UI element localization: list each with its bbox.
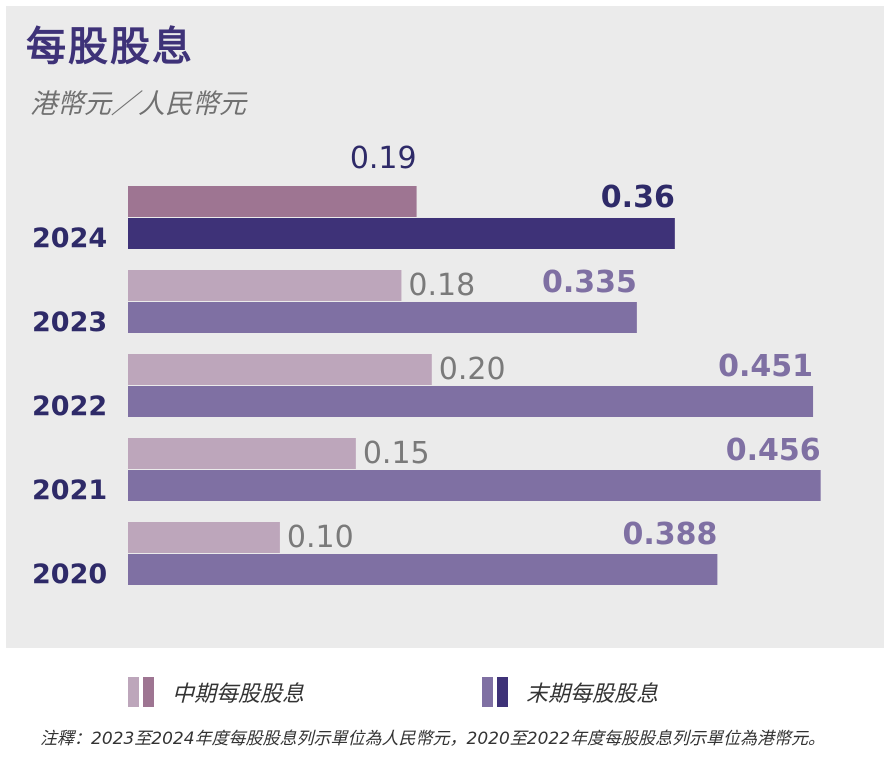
legend-swatch-final-past (482, 677, 493, 707)
interim-value-label-2020: 0.10 (287, 520, 354, 555)
legend-swatch-final-current (497, 677, 508, 707)
legend-label-interim: 中期每股股息 (172, 682, 305, 707)
final-value-label-2023: 0.335 (542, 265, 637, 300)
legend-label-final: 末期每股股息 (526, 682, 659, 707)
interim-value-label-2022: 0.20 (439, 352, 506, 387)
interim-bar-2023 (128, 270, 402, 301)
final-value-label-2022: 0.451 (718, 349, 813, 384)
year-label-2020: 2020 (32, 559, 107, 590)
footnote: 注釋：2023至2024年度每股股息列示單位為人民幣元，2020至2022年度每… (40, 729, 826, 749)
year-label-2022: 2022 (32, 391, 107, 422)
interim-bar-2024 (128, 186, 417, 217)
final-bar-2021 (128, 470, 821, 501)
final-value-label-2021: 0.456 (726, 433, 821, 468)
chart-subtitle: 港幣元／人民幣元 (30, 89, 246, 120)
year-label-2024: 2024 (32, 223, 107, 254)
interim-bar-2022 (128, 354, 432, 385)
final-bar-2024 (128, 218, 675, 249)
legend-item-final: 末期每股股息 (482, 676, 658, 708)
year-label-2023: 2023 (32, 307, 107, 338)
interim-bar-2020 (128, 522, 280, 553)
legend-swatch-interim-current (143, 677, 154, 707)
interim-value-label-2024: 0.19 (350, 141, 417, 176)
interim-bar-2021 (128, 438, 356, 469)
legend-swatch-interim-past (128, 677, 139, 707)
chart-title: 每股股息 (26, 24, 194, 70)
final-value-label-2020: 0.388 (622, 517, 717, 552)
year-label-2021: 2021 (32, 475, 107, 506)
final-value-label-2024: 0.36 (601, 180, 675, 215)
interim-value-label-2021: 0.15 (363, 436, 430, 471)
legend: 中期每股股息 末期每股股息 (0, 660, 894, 720)
final-bar-2023 (128, 302, 637, 333)
bar-chart: 2024 0.19 0.36 2023 0.18 0.335 2022 0.20 0.451 20… (32, 141, 821, 590)
final-bar-2020 (128, 554, 718, 585)
final-bar-2022 (128, 386, 814, 417)
interim-value-label-2023: 0.18 (408, 268, 475, 303)
legend-item-interim: 中期每股股息 (128, 676, 304, 708)
